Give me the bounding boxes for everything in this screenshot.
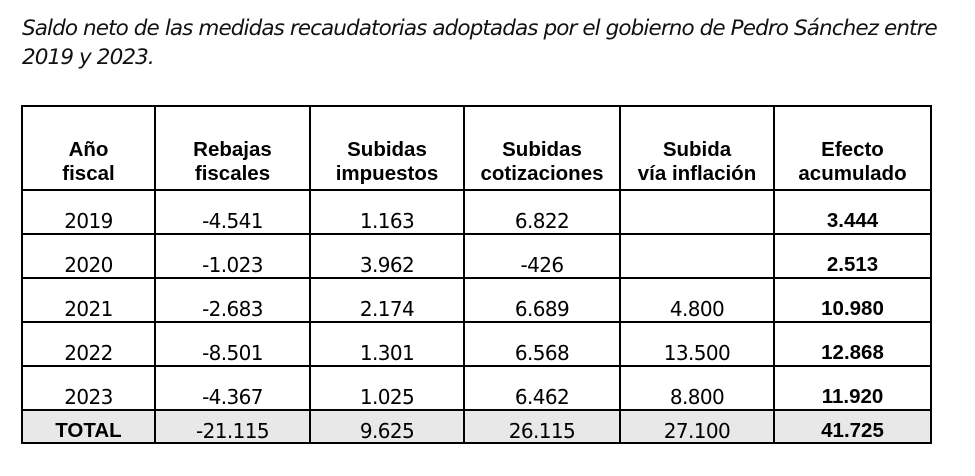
table-row: 2022 -8.501 1.301 6.568 13.500 12.868 [21,321,932,367]
cell-rebajas: -2.683 [154,277,311,323]
cell-rebajas: -4.367 [154,365,311,411]
cell-year: 2023 [21,365,156,411]
total-impuestos: 9.625 [309,409,465,444]
cell-cotizaciones: -426 [463,233,621,279]
cell-acumulado: 12.868 [773,321,932,367]
cell-inflacion [619,189,775,235]
table-caption: Saldo neto de las medidas recaudatorias … [22,16,938,70]
header-year: Año fiscal [21,105,156,191]
table-row: 2023 -4.367 1.025 6.462 8.800 11.920 [21,365,932,411]
total-acumulado: 41.725 [773,409,932,444]
cell-acumulado: 11.920 [773,365,932,411]
header-cotizaciones: Subidas cotizaciones [463,105,621,191]
cell-impuestos: 1.301 [309,321,465,367]
total-rebajas: -21.115 [154,409,311,444]
cell-year: 2021 [21,277,156,323]
total-row: TOTAL -21.115 9.625 26.115 27.100 41.725 [21,409,932,444]
cell-impuestos: 2.174 [309,277,465,323]
header-inflacion: Subida vía inflación [619,105,775,191]
header-impuestos: Subidas impuestos [309,105,465,191]
cell-year: 2022 [21,321,156,367]
cell-cotizaciones: 6.689 [463,277,621,323]
fiscal-measures-table: Año fiscal Rebajas fiscales Subidas impuest… [21,105,932,444]
header-acumulado: Efecto acumulado [773,105,932,191]
table-row: 2019 -4.541 1.163 6.822 3.444 [21,189,932,235]
total-inflacion: 27.100 [619,409,775,444]
cell-rebajas: -4.541 [154,189,311,235]
cell-inflacion: 13.500 [619,321,775,367]
cell-acumulado: 2.513 [773,233,932,279]
header-rebajas: Rebajas fiscales [154,105,311,191]
cell-year: 2020 [21,233,156,279]
cell-inflacion: 8.800 [619,365,775,411]
total-cotizaciones: 26.115 [463,409,621,444]
cell-impuestos: 1.163 [309,189,465,235]
cell-inflacion [619,233,775,279]
table-row: 2020 -1.023 3.962 -426 2.513 [21,233,932,279]
cell-cotizaciones: 6.568 [463,321,621,367]
cell-impuestos: 1.025 [309,365,465,411]
cell-rebajas: -1.023 [154,233,311,279]
total-label: TOTAL [21,409,156,444]
cell-year: 2019 [21,189,156,235]
cell-impuestos: 3.962 [309,233,465,279]
cell-inflacion: 4.800 [619,277,775,323]
cell-rebajas: -8.501 [154,321,311,367]
cell-acumulado: 10.980 [773,277,932,323]
header-row: Año fiscal Rebajas fiscales Subidas impuest… [21,105,932,191]
cell-cotizaciones: 6.462 [463,365,621,411]
cell-acumulado: 3.444 [773,189,932,235]
table-row: 2021 -2.683 2.174 6.689 4.800 10.980 [21,277,932,323]
cell-cotizaciones: 6.822 [463,189,621,235]
